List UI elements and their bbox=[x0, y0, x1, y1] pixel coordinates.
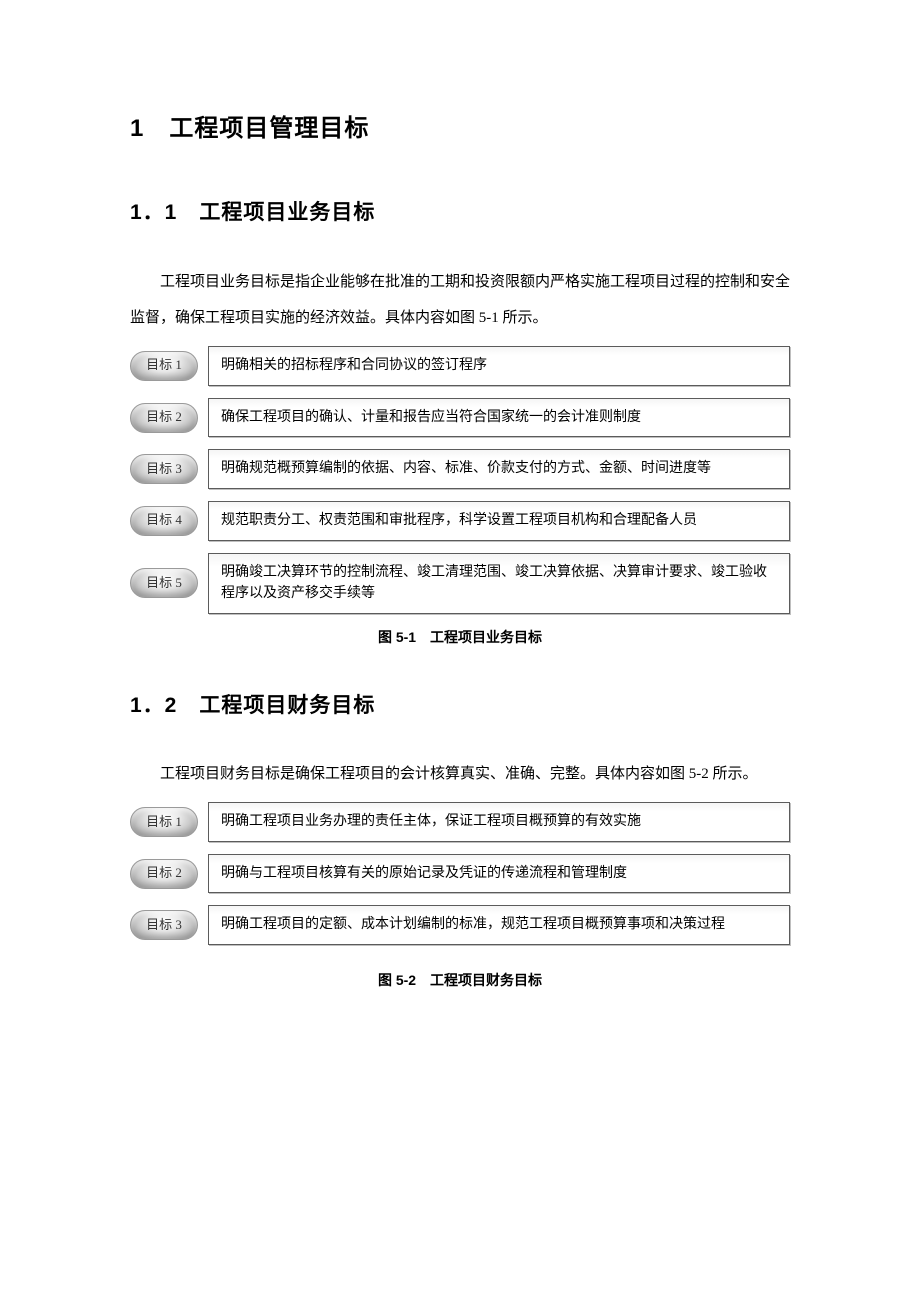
goal-pill: 目标 1 bbox=[130, 351, 198, 381]
goal-row: 目标 5 明确竣工决算环节的控制流程、竣工清理范围、竣工决算依据、决算审计要求、… bbox=[130, 553, 790, 614]
goal-box: 明确工程项目的定额、成本计划编制的标准，规范工程项目概预算事项和决策过程 bbox=[208, 905, 790, 945]
figure-5-2: 目标 1 明确工程项目业务办理的责任主体，保证工程项目概预算的有效实施 目标 2… bbox=[130, 802, 790, 945]
goal-box: 明确与工程项目核算有关的原始记录及凭证的传递流程和管理制度 bbox=[208, 854, 790, 894]
paragraph-1-1: 工程项目业务目标是指企业能够在批准的工期和投资限额内严格实施工程项目过程的控制和… bbox=[130, 264, 790, 336]
heading-1-2: 1．2 工程项目财务目标 bbox=[130, 689, 790, 723]
goal-pill: 目标 1 bbox=[130, 807, 198, 837]
paragraph-1-2: 工程项目财务目标是确保工程项目的会计核算真实、准确、完整。具体内容如图 5-2 … bbox=[130, 756, 790, 792]
heading-1-1: 1．1 工程项目业务目标 bbox=[130, 196, 790, 230]
goal-row: 目标 1 明确相关的招标程序和合同协议的签订程序 bbox=[130, 346, 790, 386]
goal-row: 目标 3 明确规范概预算编制的依据、内容、标准、价款支付的方式、金额、时间进度等 bbox=[130, 449, 790, 489]
goal-row: 目标 1 明确工程项目业务办理的责任主体，保证工程项目概预算的有效实施 bbox=[130, 802, 790, 842]
goal-pill: 目标 4 bbox=[130, 506, 198, 536]
figure-5-1-caption: 图 5-1 工程项目业务目标 bbox=[130, 626, 790, 648]
figure-5-1: 目标 1 明确相关的招标程序和合同协议的签订程序 目标 2 确保工程项目的确认、… bbox=[130, 346, 790, 614]
goal-pill: 目标 3 bbox=[130, 454, 198, 484]
figure-5-2-caption: 图 5-2 工程项目财务目标 bbox=[130, 969, 790, 991]
goal-row: 目标 4 规范职责分工、权责范围和审批程序，科学设置工程项目机构和合理配备人员 bbox=[130, 501, 790, 541]
goal-box: 明确竣工决算环节的控制流程、竣工清理范围、竣工决算依据、决算审计要求、竣工验收程… bbox=[208, 553, 790, 614]
goal-box: 确保工程项目的确认、计量和报告应当符合国家统一的会计准则制度 bbox=[208, 398, 790, 438]
goal-row: 目标 3 明确工程项目的定额、成本计划编制的标准，规范工程项目概预算事项和决策过… bbox=[130, 905, 790, 945]
goal-row: 目标 2 确保工程项目的确认、计量和报告应当符合国家统一的会计准则制度 bbox=[130, 398, 790, 438]
goal-pill: 目标 2 bbox=[130, 403, 198, 433]
goal-pill: 目标 3 bbox=[130, 910, 198, 940]
goal-box: 明确相关的招标程序和合同协议的签订程序 bbox=[208, 346, 790, 386]
goal-box: 明确规范概预算编制的依据、内容、标准、价款支付的方式、金额、时间进度等 bbox=[208, 449, 790, 489]
goal-box: 明确工程项目业务办理的责任主体，保证工程项目概预算的有效实施 bbox=[208, 802, 790, 842]
goal-row: 目标 2 明确与工程项目核算有关的原始记录及凭证的传递流程和管理制度 bbox=[130, 854, 790, 894]
heading-1: 1 工程项目管理目标 bbox=[130, 110, 790, 148]
goal-pill: 目标 2 bbox=[130, 859, 198, 889]
goal-pill: 目标 5 bbox=[130, 568, 198, 598]
goal-box: 规范职责分工、权责范围和审批程序，科学设置工程项目机构和合理配备人员 bbox=[208, 501, 790, 541]
